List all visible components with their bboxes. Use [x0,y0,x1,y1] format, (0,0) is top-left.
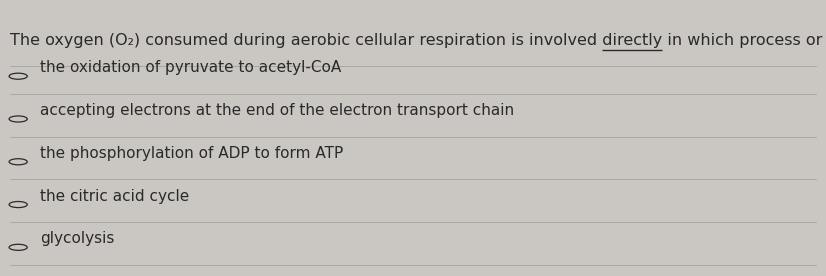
Text: glycolysis: glycolysis [40,232,114,246]
Text: the citric acid cycle: the citric acid cycle [40,189,189,204]
Text: accepting electrons at the end of the electron transport chain: accepting electrons at the end of the el… [40,103,514,118]
Text: the oxidation of pyruvate to acetyl-CoA: the oxidation of pyruvate to acetyl-CoA [40,60,341,75]
Text: the phosphorylation of ADP to form ATP: the phosphorylation of ADP to form ATP [40,146,343,161]
Text: The oxygen (O₂) consumed during aerobic cellular respiration is involved directl: The oxygen (O₂) consumed during aerobic … [10,33,826,48]
